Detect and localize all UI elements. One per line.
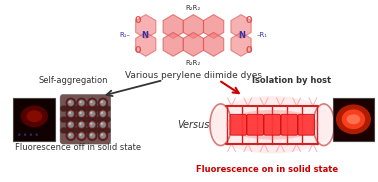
Polygon shape [231,15,251,38]
Circle shape [79,101,82,103]
Circle shape [30,133,32,136]
Ellipse shape [313,104,335,146]
Circle shape [89,100,95,106]
FancyBboxPatch shape [298,114,314,135]
Circle shape [66,109,76,119]
Circle shape [77,120,87,130]
Ellipse shape [209,96,335,154]
FancyBboxPatch shape [60,116,111,133]
Text: O: O [134,46,141,55]
Polygon shape [203,32,224,56]
Text: Isolation by host: Isolation by host [252,76,331,85]
FancyBboxPatch shape [281,114,297,135]
Circle shape [90,133,92,136]
Ellipse shape [336,104,371,134]
FancyBboxPatch shape [60,105,111,122]
Circle shape [68,100,74,106]
Text: Self-aggregation: Self-aggregation [39,76,108,85]
Text: –R₁: –R₁ [256,32,267,38]
Text: O: O [246,16,253,25]
Text: Fluorescence off in solid state: Fluorescence off in solid state [15,143,141,152]
Polygon shape [136,32,156,56]
Circle shape [100,100,106,106]
Circle shape [90,101,92,103]
Circle shape [79,112,82,114]
Circle shape [101,133,103,136]
Text: Various perylene diimide dyes: Various perylene diimide dyes [125,71,262,80]
Ellipse shape [26,110,42,122]
Ellipse shape [347,114,360,124]
Circle shape [87,109,97,119]
Text: R₂R₂: R₂R₂ [186,5,201,11]
Circle shape [79,122,82,125]
Polygon shape [183,32,203,56]
Circle shape [89,132,95,139]
Ellipse shape [210,104,231,146]
Circle shape [77,109,87,119]
Circle shape [68,111,74,117]
Circle shape [89,111,95,117]
Text: N: N [141,31,148,40]
Circle shape [69,133,71,136]
Circle shape [98,131,108,141]
Circle shape [18,133,20,136]
Text: R₁–: R₁– [119,32,130,38]
Text: Fluorescence on in solid state: Fluorescence on in solid state [196,165,338,174]
Polygon shape [136,15,156,38]
Circle shape [87,131,97,141]
Circle shape [101,112,103,114]
Circle shape [100,132,106,139]
Circle shape [98,109,108,119]
Circle shape [78,132,85,139]
Circle shape [66,98,76,108]
Text: O: O [134,16,141,25]
Text: R₂R₂: R₂R₂ [186,60,201,66]
Circle shape [68,122,74,128]
Circle shape [77,98,87,108]
Circle shape [69,122,71,125]
FancyBboxPatch shape [13,98,55,141]
Circle shape [78,111,85,117]
Text: N: N [239,31,246,40]
Circle shape [90,122,92,125]
Circle shape [101,122,103,125]
Circle shape [90,112,92,114]
Circle shape [68,132,74,139]
FancyBboxPatch shape [333,98,374,141]
Polygon shape [163,32,183,56]
Circle shape [89,122,95,128]
FancyBboxPatch shape [60,94,111,111]
Ellipse shape [21,105,48,127]
Circle shape [69,112,71,114]
Circle shape [100,111,106,117]
Polygon shape [231,32,251,56]
Circle shape [79,133,82,136]
Circle shape [77,131,87,141]
Text: O: O [246,46,253,55]
FancyBboxPatch shape [264,114,280,135]
Circle shape [101,101,103,103]
Ellipse shape [226,110,318,140]
FancyBboxPatch shape [60,127,111,144]
Circle shape [98,120,108,130]
Circle shape [100,122,106,128]
Circle shape [66,120,76,130]
Ellipse shape [342,109,365,129]
Circle shape [78,122,85,128]
Polygon shape [203,15,224,38]
Text: Versus: Versus [177,120,209,130]
Polygon shape [163,15,183,38]
Circle shape [36,133,38,136]
Polygon shape [183,15,203,38]
Circle shape [69,101,71,103]
Circle shape [78,100,85,106]
Circle shape [87,120,97,130]
Circle shape [24,133,26,136]
Circle shape [98,98,108,108]
FancyBboxPatch shape [230,114,246,135]
Circle shape [87,98,97,108]
Circle shape [66,131,76,141]
FancyBboxPatch shape [247,114,263,135]
